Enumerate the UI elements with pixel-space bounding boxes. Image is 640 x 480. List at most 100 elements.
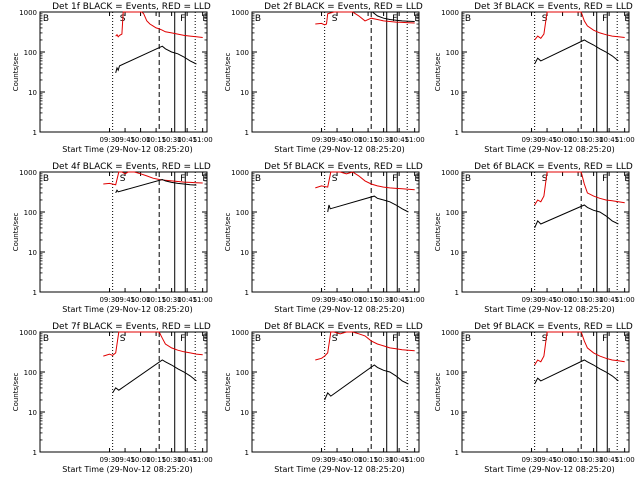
plot-frame (461, 171, 630, 293)
x-tick-label: 10:15 (568, 456, 588, 464)
y-tick-label: 1 (245, 449, 249, 457)
y-tick-label: 10 (28, 89, 37, 97)
x-tick-label: 10:45 (177, 136, 197, 144)
plot-frame (39, 331, 208, 453)
interval-label: F (392, 14, 397, 24)
events-series-line (327, 195, 409, 213)
y-tick-label: 1000 (231, 9, 249, 17)
x-tick-label: 11:00 (615, 456, 635, 464)
chart-title: Det 1f BLACK = Events, RED = LLD (52, 2, 211, 12)
y-tick-label: 1 (33, 449, 37, 457)
x-tick-label: 10:00 (342, 456, 362, 464)
interval-label: F (602, 334, 607, 344)
y-tick-label: 100 (236, 209, 249, 217)
x-axis-label: Start Time (29-Nov-12 08:25:20) (274, 465, 404, 474)
x-tick-label: 10:15 (358, 456, 378, 464)
x-tick-label: 10:45 (599, 456, 619, 464)
x-tick-label: 10:45 (599, 136, 619, 144)
x-tick-label: 09:30 (311, 296, 331, 304)
y-axis-label: Counts/sec (434, 53, 442, 92)
x-tick-label: 10:00 (130, 296, 150, 304)
y-tick-label: 100 (446, 369, 459, 377)
y-tick-label: 1 (33, 129, 37, 137)
lld-series-line (534, 11, 625, 41)
interval-label: S (332, 14, 338, 24)
x-tick-label: 10:45 (389, 296, 409, 304)
x-tick-label: 10:45 (599, 296, 619, 304)
interval-label: F (602, 14, 607, 24)
y-tick-label: 10 (240, 249, 249, 257)
interval-label: E (414, 334, 420, 344)
y-tick-label: 1000 (231, 169, 249, 177)
lld-series-line (534, 171, 625, 206)
x-tick-label: 10:45 (389, 456, 409, 464)
x-tick-label: 09:30 (521, 136, 541, 144)
chart-title: Det 6f BLACK = Events, RED = LLD (474, 162, 633, 172)
interval-label: S (332, 174, 338, 184)
x-tick-label: 10:00 (552, 296, 572, 304)
y-tick-label: 10 (240, 89, 249, 97)
plot-frame (251, 171, 420, 293)
interval-label: B (43, 14, 49, 24)
x-axis-label: Start Time (29-Nov-12 08:25:20) (62, 145, 192, 154)
y-axis-label: Counts/sec (12, 53, 20, 92)
x-axis-label: Start Time (29-Nov-12 08:25:20) (62, 305, 192, 314)
x-tick-label: 09:30 (311, 456, 331, 464)
interval-label: B (43, 174, 49, 184)
interval-label: E (202, 14, 208, 24)
x-tick-label: 10:30 (374, 136, 394, 144)
lld-series-line (315, 11, 415, 26)
x-tick-label: 10:15 (568, 296, 588, 304)
x-tick-label: 11:00 (615, 136, 635, 144)
chart-title: Det 5f BLACK = Events, RED = LLD (264, 162, 423, 172)
interval-label: S (120, 174, 126, 184)
lld-series-line (115, 11, 203, 38)
y-tick-label: 1000 (19, 329, 37, 337)
x-tick-label: 09:30 (99, 456, 119, 464)
interval-label: S (542, 174, 548, 184)
interval-label: B (255, 174, 261, 184)
y-axis-label: Counts/sec (12, 213, 20, 252)
events-series-line (534, 204, 619, 229)
x-tick-label: 10:30 (584, 296, 604, 304)
y-tick-label: 1 (33, 289, 37, 297)
y-tick-label: 100 (446, 209, 459, 217)
x-tick-label: 09:45 (537, 456, 557, 464)
x-tick-label: 10:00 (552, 456, 572, 464)
x-tick-label: 09:30 (521, 296, 541, 304)
y-tick-label: 1000 (441, 329, 459, 337)
x-tick-label: 09:45 (537, 296, 557, 304)
x-axis-label: Start Time (29-Nov-12 08:25:20) (62, 465, 192, 474)
x-tick-label: 10:15 (146, 136, 166, 144)
x-axis-label: Start Time (29-Nov-12 08:25:20) (274, 305, 404, 314)
y-tick-label: 1000 (441, 169, 459, 177)
x-tick-label: 10:30 (162, 296, 182, 304)
x-axis-label: Start Time (29-Nov-12 08:25:20) (274, 145, 404, 154)
interval-label: F (180, 14, 185, 24)
x-tick-label: 09:45 (327, 296, 347, 304)
x-tick-label: 10:15 (568, 136, 588, 144)
y-tick-label: 10 (450, 89, 459, 97)
x-tick-label: 10:30 (162, 136, 182, 144)
interval-label: B (465, 14, 471, 24)
interval-label: S (120, 334, 126, 344)
x-tick-label: 09:45 (115, 296, 135, 304)
chart-title: Det 8f BLACK = Events, RED = LLD (264, 322, 423, 332)
x-tick-label: 10:45 (389, 136, 409, 144)
x-tick-label: 11:00 (193, 456, 213, 464)
plot-frame (461, 11, 630, 133)
x-tick-label: 09:30 (99, 296, 119, 304)
x-tick-label: 09:30 (99, 136, 119, 144)
x-tick-label: 09:30 (521, 456, 541, 464)
interval-label: E (414, 174, 420, 184)
events-series-line (534, 359, 619, 385)
y-axis-label: Counts/sec (224, 53, 232, 92)
interval-label: B (255, 14, 261, 24)
interval-label: B (465, 334, 471, 344)
x-tick-label: 10:30 (584, 136, 604, 144)
x-tick-label: 11:00 (193, 136, 213, 144)
